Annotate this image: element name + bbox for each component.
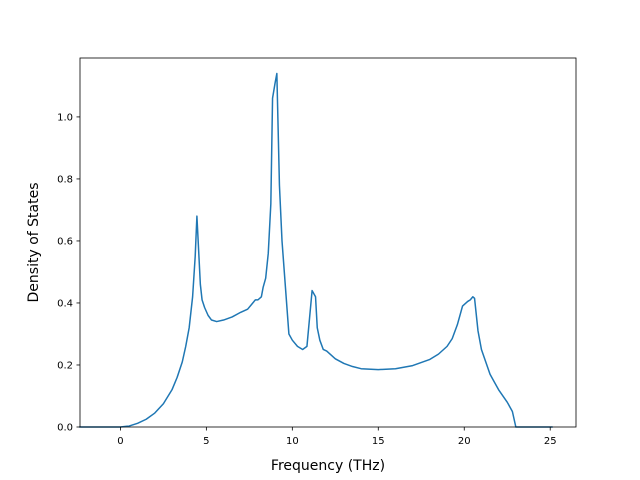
x-axis-label: Frequency (THz) [271,458,385,474]
y-tick-label: 1.0 [57,112,73,123]
y-tick-label: 0.6 [57,236,73,247]
dos-curve [79,72,553,428]
y-tick-label: 0.0 [57,423,73,434]
x-tick-label: 0 [117,436,123,447]
axes-frame [79,57,577,428]
y-axis-ticks: 0.0 0.2 0.4 0.6 0.8 1.0 [57,112,80,434]
x-tick-label: 5 [203,436,209,447]
y-tick-label: 0.4 [57,298,73,309]
y-tick-label: 0.8 [57,174,73,185]
x-tick-label: 10 [286,436,299,447]
y-tick-label: 0.2 [57,360,73,371]
x-tick-label: 15 [372,436,385,447]
plot-area [79,72,553,428]
x-tick-label: 25 [544,436,557,447]
y-axis-label: Density of States [26,183,42,303]
x-axis-ticks: 0 5 10 15 20 25 [117,427,557,447]
x-tick-label: 20 [458,436,471,447]
